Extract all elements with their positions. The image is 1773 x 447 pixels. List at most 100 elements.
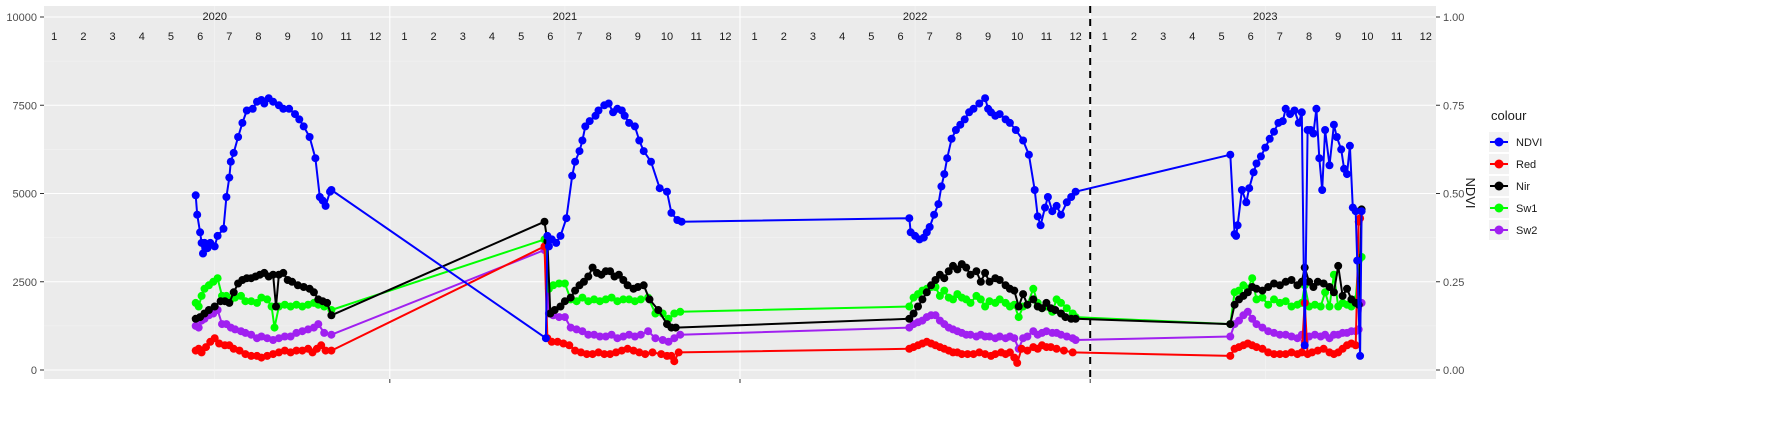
- ndvi-point: [1048, 207, 1057, 216]
- ndvi-point: [226, 157, 235, 166]
- sw1-point: [1316, 302, 1325, 311]
- sw2-point: [1071, 336, 1080, 344]
- ndvi-point: [222, 193, 231, 201]
- nir-point: [1029, 295, 1038, 304]
- nir-point: [1226, 320, 1235, 329]
- ndvi-point: [639, 147, 648, 156]
- sw1-point: [1281, 297, 1290, 306]
- ndvi-point: [1309, 129, 1318, 138]
- ndvi-point: [905, 214, 914, 223]
- month-label: 11: [340, 31, 351, 43]
- red-point: [1351, 341, 1360, 350]
- series-nir: [191, 205, 1366, 332]
- nir-point: [985, 277, 994, 286]
- nir-point: [614, 270, 623, 279]
- red-point: [235, 346, 244, 355]
- month-label: 8: [1306, 31, 1312, 43]
- sw2-point: [1243, 307, 1252, 316]
- red-point: [1052, 344, 1061, 353]
- nir-point: [1258, 286, 1267, 295]
- red-point: [641, 350, 650, 359]
- nir-point: [1230, 300, 1239, 309]
- ndvi-point: [1325, 161, 1334, 170]
- ndvi-point: [1233, 221, 1242, 230]
- ndvi-point: [1052, 201, 1061, 210]
- red-point: [957, 350, 966, 359]
- legend-key-point: [1494, 137, 1504, 147]
- nir-point: [909, 309, 918, 318]
- ndvi-point: [1300, 341, 1309, 350]
- left-tick-label: 7500: [13, 100, 37, 112]
- sw2-point: [1023, 332, 1032, 341]
- nir-point: [1014, 302, 1023, 311]
- month-label: 4: [1189, 31, 1195, 43]
- month-label: 7: [1277, 31, 1283, 43]
- nir-point: [309, 288, 318, 297]
- red-point: [565, 341, 574, 350]
- sw1-point: [213, 274, 222, 283]
- month-label: 10: [311, 31, 323, 43]
- sw1-point: [263, 295, 272, 304]
- month-label: 11: [691, 31, 702, 43]
- nir-point: [1243, 288, 1252, 297]
- red-point: [600, 350, 609, 359]
- ndvi-point: [1226, 150, 1235, 159]
- legend-label: Red: [1516, 159, 1536, 171]
- ndvi-point: [981, 94, 990, 103]
- nir-point: [1325, 283, 1334, 291]
- sw1-point: [1062, 304, 1071, 313]
- ndvi-point: [1329, 120, 1338, 129]
- red-point: [321, 346, 330, 355]
- nir-point: [606, 267, 615, 276]
- ndvi-point: [552, 238, 561, 247]
- sw2-point: [320, 328, 329, 337]
- ndvi-point: [930, 210, 939, 219]
- nir-point: [1275, 281, 1284, 290]
- nir-point: [327, 311, 336, 320]
- nir-point: [914, 302, 922, 311]
- month-label: 11: [1391, 31, 1402, 43]
- nir-point: [922, 288, 931, 297]
- sw2-point: [194, 323, 203, 332]
- sw2-point: [607, 330, 616, 339]
- nir-point: [944, 267, 953, 276]
- legend-label: NDVI: [1516, 137, 1542, 149]
- sw1-point: [241, 297, 250, 306]
- sw2-point: [931, 311, 940, 320]
- nir-point: [1343, 284, 1351, 293]
- ndvi-point: [1337, 145, 1346, 154]
- month-label: 11: [1041, 31, 1052, 43]
- month-label: 1: [752, 31, 758, 43]
- nir-point: [1038, 304, 1046, 313]
- nir-point: [288, 277, 297, 286]
- sw2-point: [1252, 320, 1261, 329]
- ndvi-point: [975, 99, 984, 108]
- nir-point: [1287, 276, 1296, 284]
- sw2-point: [676, 330, 685, 339]
- nir-point: [272, 302, 280, 311]
- year-label: 2022: [903, 11, 927, 23]
- ndvi-point: [585, 117, 594, 126]
- nir-point: [566, 293, 575, 302]
- legend-label: Sw2: [1516, 225, 1537, 237]
- ndvi-point: [1071, 187, 1080, 196]
- ndvi-point: [193, 210, 202, 219]
- red-point: [327, 346, 336, 355]
- month-label: 2: [431, 31, 437, 43]
- ndvi-point: [575, 147, 584, 156]
- sw2-point: [664, 337, 673, 346]
- nir-point: [966, 270, 975, 279]
- legend-label: Sw1: [1516, 203, 1537, 215]
- month-label: 4: [489, 31, 495, 43]
- sw1-point: [1258, 293, 1267, 302]
- red-point: [582, 350, 591, 359]
- nir-point: [1309, 283, 1318, 291]
- sw1-point: [1270, 295, 1278, 304]
- year-label: 2023: [1253, 11, 1277, 23]
- ndvi-point: [1315, 154, 1324, 163]
- sw2-point: [578, 327, 587, 336]
- sw1-point: [949, 295, 957, 304]
- ndvi-point: [1256, 152, 1265, 161]
- ndvi-point: [1318, 186, 1327, 194]
- ndvi-point: [279, 104, 288, 113]
